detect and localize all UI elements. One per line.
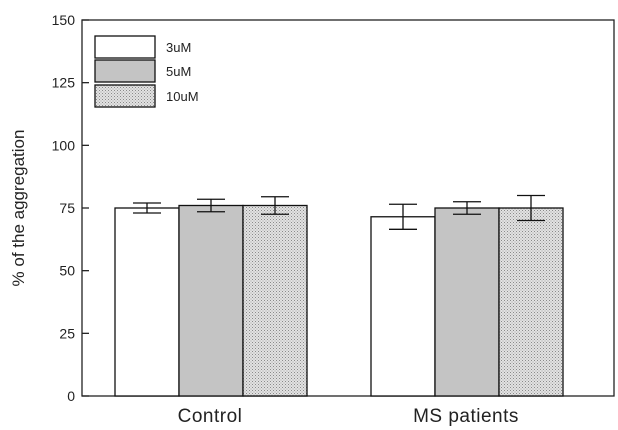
legend-swatch-10uM [94,84,156,108]
error-bar-5uM-ms-patients [453,201,481,215]
y-tick-label: 125 [52,75,76,91]
bar-10uM-ms-patients [498,207,564,397]
y-tick-label: 50 [59,263,75,279]
bars [114,204,564,397]
legend: 3uM 5uM 10uM [94,35,199,108]
bar-5uM-ms-patients [434,207,500,397]
error-bar-10uM-ms-patients [517,194,545,222]
error-bar-3uM-ms-patients [389,203,417,230]
bar-5uM-control [178,204,244,397]
legend-label-5uM: 5uM [166,64,191,79]
bar-3uM-ms-patients [370,216,436,397]
y-axis-title: % of the aggregation [9,130,28,287]
error-bar-3uM-control [133,202,161,214]
x-axis-labels: Control MS patients [178,406,519,427]
y-axis: 0 25 50 75 100 125 150 [52,12,89,404]
error-bars [133,194,545,230]
y-tick-label: 100 [52,137,76,153]
y-tick-label: 0 [67,388,75,404]
error-bar-5uM-control [197,198,225,213]
legend-swatch-5uM [94,59,156,83]
bar-3uM-control [114,207,180,397]
y-tick-label: 150 [52,12,76,28]
bar-10uM-control [242,204,308,397]
legend-swatch-3uM [94,35,156,59]
legend-label-3uM: 3uM [166,40,191,55]
legend-label-10uM: 10uM [166,89,199,104]
y-tick-label: 75 [59,200,75,216]
y-tick-label: 25 [59,325,75,341]
x-category-label: Control [178,406,243,427]
x-category-label: MS patients [413,406,519,427]
error-bar-10uM-control [261,196,289,215]
